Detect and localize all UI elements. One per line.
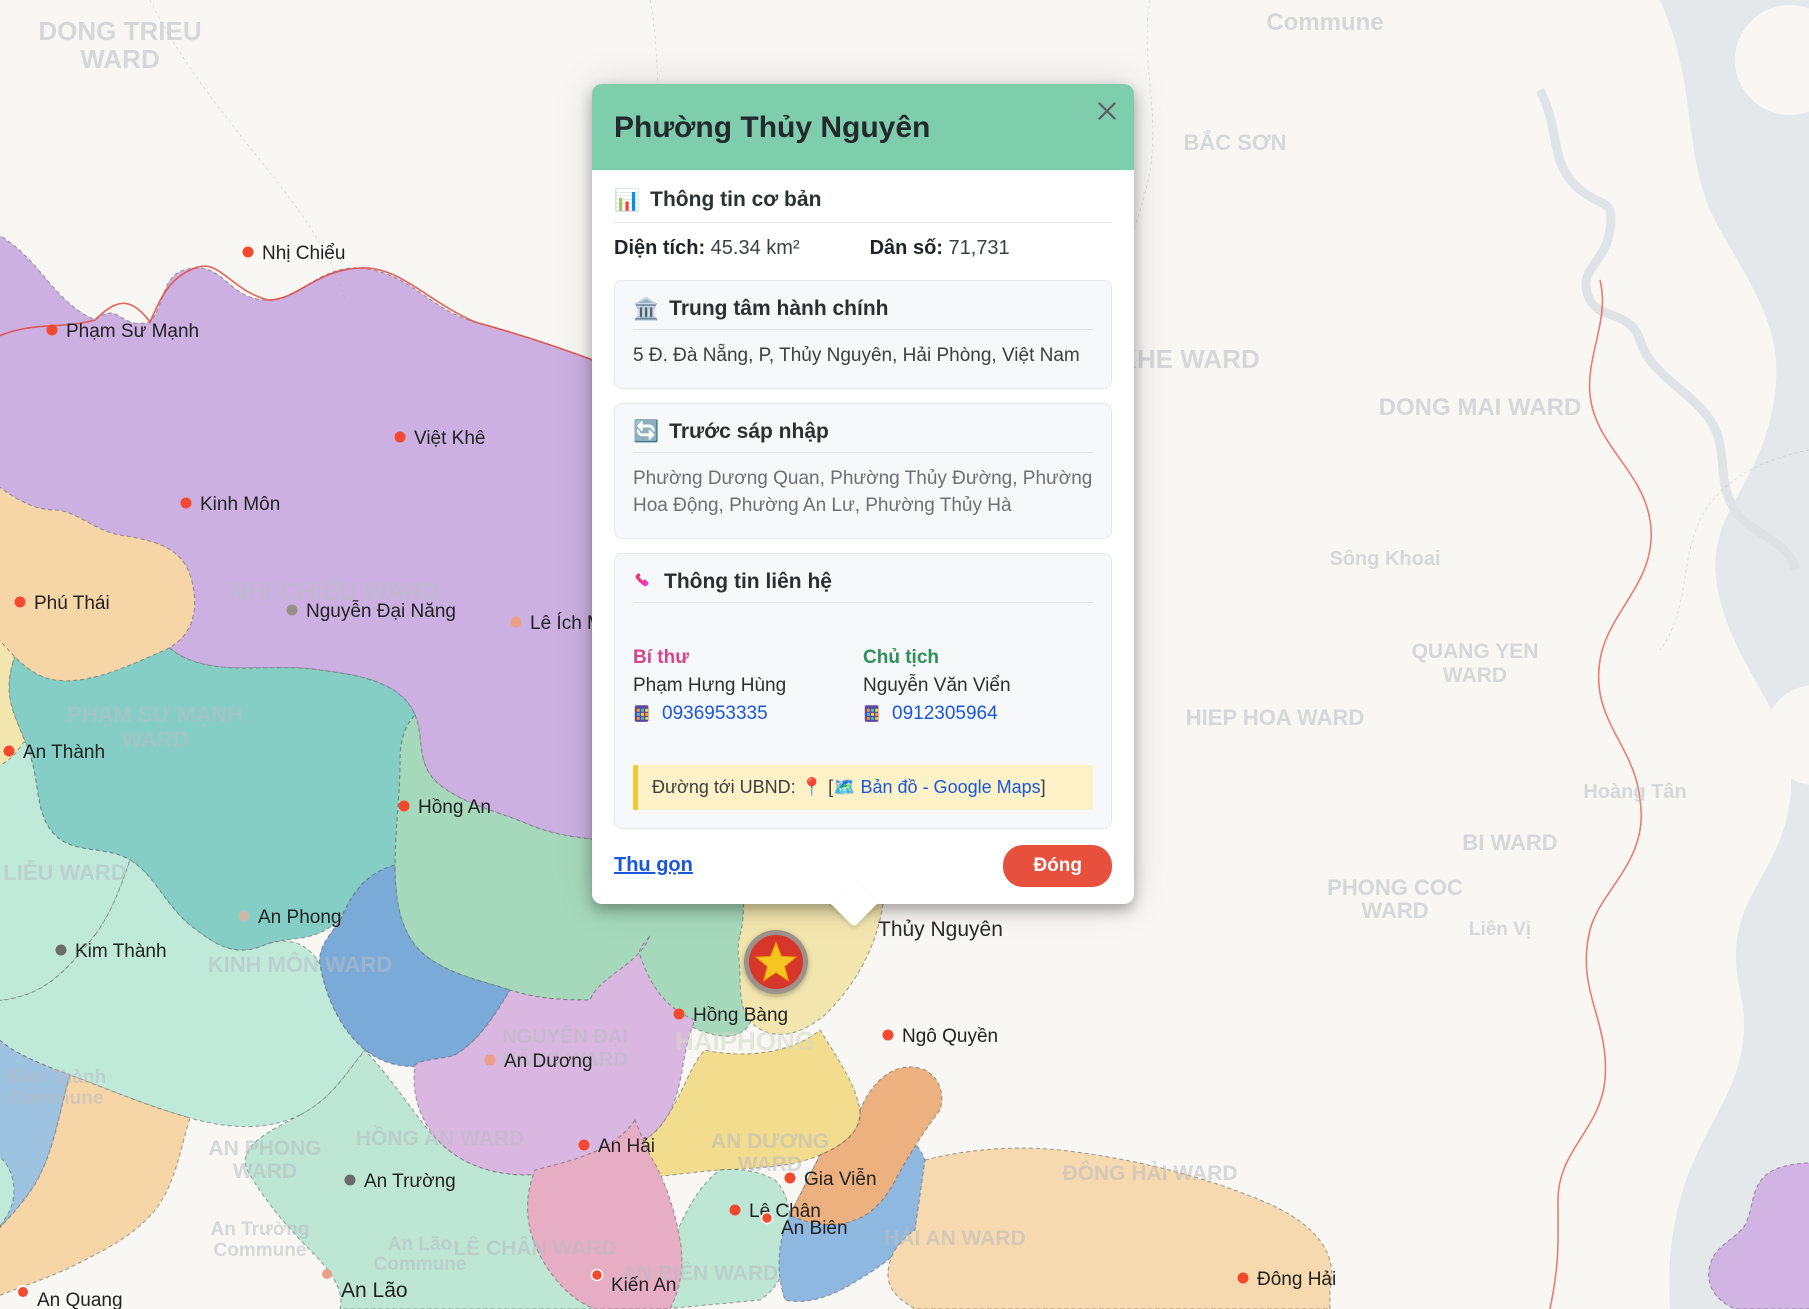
svg-text:DONG TRIEU: DONG TRIEU xyxy=(38,16,201,46)
svg-text:Việt Khê: Việt Khê xyxy=(414,428,485,449)
svg-text:Nguyễn Đại Năng: Nguyễn Đại Năng xyxy=(306,600,456,622)
svg-text:WARD: WARD xyxy=(233,1160,297,1183)
svg-text:LÊ CHÂN WARD: LÊ CHÂN WARD xyxy=(453,1236,616,1260)
svg-text:BẮC SƠN: BẮC SƠN xyxy=(1183,130,1286,155)
svg-text:HIEP HOA WARD: HIEP HOA WARD xyxy=(1186,705,1364,730)
svg-text:ĐÔNG HẢI WARD: ĐÔNG HẢI WARD xyxy=(1063,1161,1238,1185)
svg-text:An Thành: An Thành xyxy=(23,742,105,763)
svg-text:Gia Viễn: Gia Viễn xyxy=(804,1168,877,1190)
svg-text:AN DƯƠNG: AN DƯƠNG xyxy=(711,1130,829,1153)
svg-text:Hồng Bàng: Hồng Bàng xyxy=(693,1005,788,1026)
svg-text:An Trường: An Trường xyxy=(364,1171,456,1192)
svg-text:Ngô Quyền: Ngô Quyền xyxy=(902,1026,998,1047)
svg-text:Commune: Commune xyxy=(1266,9,1383,36)
svg-text:Phạm Sư Mạnh: Phạm Sư Mạnh xyxy=(66,321,199,342)
svg-text:PHẠM SƯ MẠNH: PHẠM SƯ MẠNH xyxy=(67,702,243,727)
svg-text:WARD: WARD xyxy=(121,727,188,752)
svg-text:DONG MAI WARD: DONG MAI WARD xyxy=(1379,394,1582,421)
svg-text:An Biên: An Biên xyxy=(781,1218,848,1239)
svg-text:WARD: WARD xyxy=(80,44,159,74)
svg-text:Hồng An: Hồng An xyxy=(418,797,491,818)
svg-text:Commune: Commune xyxy=(214,1240,307,1261)
svg-text:WARD: WARD xyxy=(1361,898,1428,923)
svg-text:Kim Thành: Kim Thành xyxy=(8,1067,106,1088)
svg-text:Phú Thái: Phú Thái xyxy=(34,593,110,614)
svg-text:Sông Khoai: Sông Khoai xyxy=(1329,548,1440,570)
svg-text:An Quang: An Quang xyxy=(37,1290,123,1309)
svg-text:An Lão: An Lão xyxy=(341,1279,408,1302)
svg-text:WARD: WARD xyxy=(1443,664,1507,687)
svg-text:BI WARD: BI WARD xyxy=(1462,830,1557,855)
svg-text:WARD: WARD xyxy=(738,1153,802,1176)
svg-text:Kinh Môn: Kinh Môn xyxy=(200,494,280,515)
svg-text:AN PHONG: AN PHONG xyxy=(208,1137,321,1160)
svg-text:An Dương: An Dương xyxy=(504,1051,593,1072)
svg-text:Kiến An: Kiến An xyxy=(611,1275,677,1296)
svg-text:LIỄU WARD: LIỄU WARD xyxy=(3,859,126,885)
svg-text:Kim Thành: Kim Thành xyxy=(75,941,167,962)
svg-text:An Lão: An Lão xyxy=(388,1234,452,1255)
svg-text:KINH MÔN WARD: KINH MÔN WARD xyxy=(208,952,393,977)
svg-text:Nhị Chiểu: Nhị Chiểu xyxy=(262,243,345,264)
svg-text:Hoàng Tân: Hoàng Tân xyxy=(1583,781,1686,803)
svg-text:PHONG COC: PHONG COC xyxy=(1327,875,1463,900)
svg-text:HẢI AN WARD: HẢI AN WARD xyxy=(884,1227,1026,1250)
svg-text:Commune: Commune xyxy=(11,1088,104,1109)
svg-text:An Hải: An Hải xyxy=(598,1136,655,1157)
svg-text:HAIPHONG: HAIPHONG xyxy=(675,1026,815,1056)
svg-text:QUANG YEN: QUANG YEN xyxy=(1412,640,1539,663)
svg-text:An Phong: An Phong xyxy=(258,907,341,928)
svg-text:Liên Vị: Liên Vị xyxy=(1469,919,1531,940)
svg-text:An Trường: An Trường xyxy=(210,1219,309,1240)
svg-text:Đông Hải: Đông Hải xyxy=(1257,1269,1336,1290)
svg-text:NGUYỄN ĐẠI: NGUYỄN ĐẠI xyxy=(502,1025,628,1048)
svg-text:HỒNG AN WARD: HỒNG AN WARD xyxy=(356,1126,524,1150)
